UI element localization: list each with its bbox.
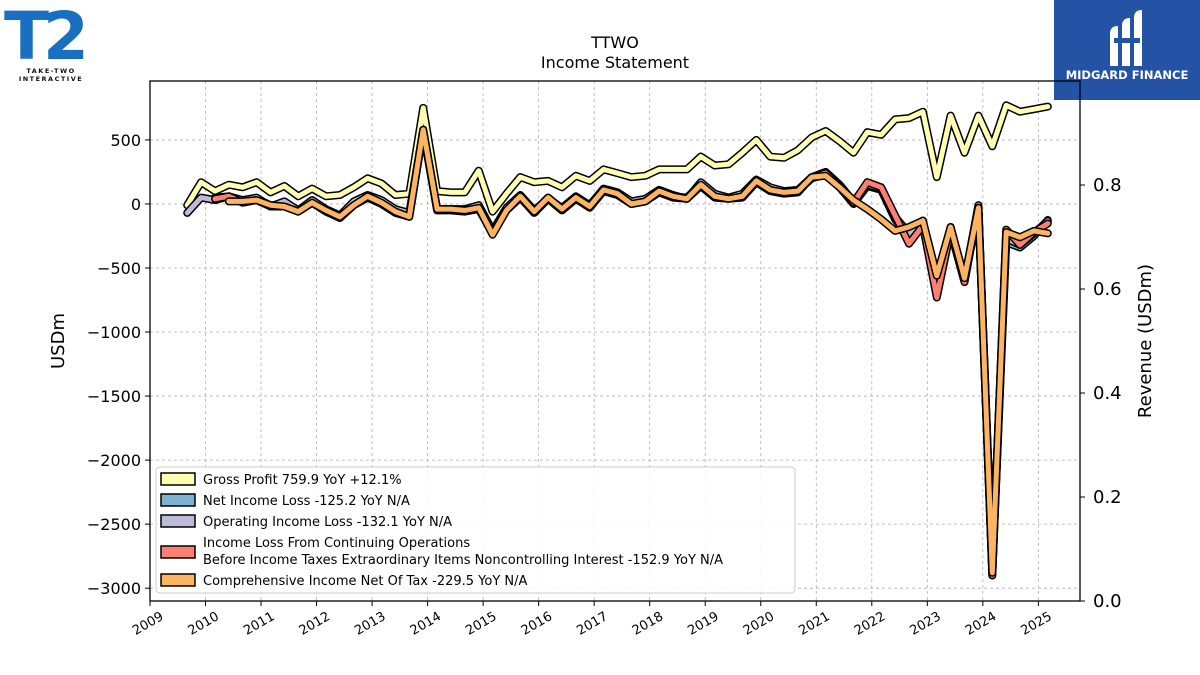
chart-subtitle: Income Statement [541, 53, 689, 72]
series-line-comprehensive-income [226, 127, 1051, 576]
plot-frame [149, 80, 1081, 602]
x-tick-label: 2021 [796, 609, 832, 639]
midgard-finance-logo: MIDGARD FINANCE [1054, 0, 1200, 100]
legend-label-pretax-income-line2: Before Income Taxes Extraordinary Items … [203, 553, 723, 568]
series-line-gross-profit [184, 102, 1051, 215]
x-tick-label: 2011 [241, 609, 277, 639]
y-tick-label: 0 [131, 195, 141, 214]
x-tick-label: 2025 [1019, 609, 1055, 639]
left-y-axis: 500 0 −500 −1000 −1500 −2000 −2500 −3000 [87, 131, 150, 598]
x-tick-label: 2022 [852, 609, 888, 639]
y-axis-label: USDm [48, 313, 69, 369]
x-axis: 2009 2010 2011 2012 2013 2014 2015 2016 2017 2018… [130, 601, 1055, 639]
midgard-finance-text: MIDGARD FINANCE [1065, 68, 1189, 82]
legend-swatch-gross-profit [160, 472, 196, 486]
y-tick-label: −2500 [87, 515, 141, 534]
x-tick-label: 2017 [574, 609, 610, 639]
take-two-logo-mark: T2 [4, 0, 89, 75]
right-y-tick-label: 0.2 [1093, 487, 1122, 508]
right-y-tick-label: 0.6 [1093, 279, 1122, 300]
x-tick-label: 2013 [352, 609, 388, 639]
y-tick-label: −500 [97, 259, 141, 278]
x-tick-label: 2019 [685, 609, 721, 639]
y-tick-label: −2000 [87, 451, 141, 470]
take-two-logo-subtitle: TAKE-TWO INTERACTIVE [18, 67, 84, 83]
x-tick-label: 2010 [186, 609, 222, 639]
right-y-axis-label: Revenue (USDm) [1135, 264, 1156, 418]
legend-label-net-income: Net Income Loss -125.2 YoY N/A [203, 494, 410, 509]
right-y-tick-label: 0.0 [1093, 591, 1122, 612]
right-y-tick-label: 0.8 [1093, 175, 1122, 196]
y-tick-label: −3000 [87, 579, 141, 598]
x-tick-label: 2014 [408, 609, 444, 639]
chart-title: TTWO [590, 33, 639, 52]
legend-label-pretax-income-line1: Income Loss From Continuing Operations [203, 536, 470, 551]
x-tick-label: 2024 [963, 609, 999, 639]
take-two-logo: T2 TAKE-TWO INTERACTIVE [0, 0, 90, 90]
x-tick-label: 2012 [297, 609, 333, 639]
x-tick-label: 2015 [463, 609, 499, 639]
right-y-tick-label: 0.4 [1093, 383, 1122, 404]
series-lines [183, 101, 1052, 580]
legend-box [155, 466, 796, 594]
legend-label-operating-income: Operating Income Loss -132.1 YoY N/A [203, 515, 452, 530]
y-tick-label: −1500 [87, 387, 141, 406]
legend-label-gross-profit: Gross Profit 759.9 YoY +12.1% [203, 473, 402, 488]
x-tick-label: 2009 [130, 609, 166, 639]
right-y-axis: 0.0 0.2 0.4 0.6 0.8 [1080, 175, 1122, 612]
legend-label-comprehensive-income: Comprehensive Income Net Of Tax -229.5 Y… [203, 574, 528, 589]
x-tick-label: 2023 [907, 609, 943, 639]
x-tick-label: 2016 [519, 609, 555, 639]
legend-swatch-pretax-income [160, 545, 196, 559]
x-tick-label: 2020 [741, 609, 777, 639]
legend-swatch-comprehensive-income [160, 573, 196, 587]
y-tick-label: 500 [110, 131, 141, 150]
midgard-emblem-icon [1110, 10, 1142, 66]
legend: Gross Profit 759.9 YoY +12.1% Net Income… [155, 466, 796, 594]
legend-swatch-net-income [160, 493, 196, 507]
y-tick-label: −1000 [87, 323, 141, 342]
x-tick-label: 2018 [630, 609, 666, 639]
legend-swatch-operating-income [160, 514, 196, 528]
